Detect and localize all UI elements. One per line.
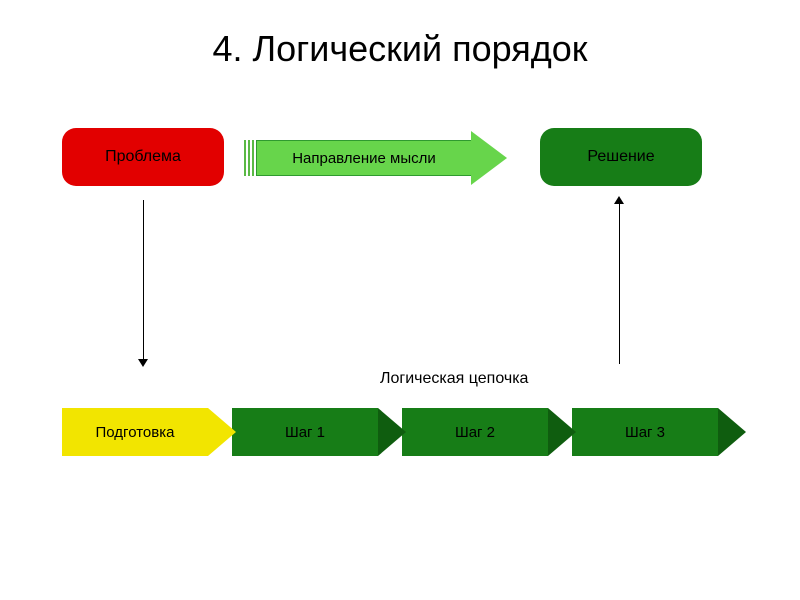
- step-chain: Подготовка Шаг 1 Шаг 2 Шаг 3: [62, 408, 746, 456]
- solution-label: Решение: [587, 148, 654, 166]
- chain-label: Логическая цепочка: [380, 370, 528, 388]
- step-body: Шаг 3: [572, 408, 718, 456]
- direction-arrow-tail: [244, 140, 254, 176]
- direction-arrow: Направление мысли: [244, 131, 508, 185]
- down-arrow: [143, 200, 144, 360]
- chevron-point-icon: [548, 408, 576, 456]
- step-label: Подготовка: [96, 424, 175, 441]
- step-label: Шаг 3: [625, 424, 665, 441]
- diagram-canvas: 4. Логический порядок Проблема Решение Н…: [0, 0, 800, 600]
- step-0: Подготовка: [62, 408, 236, 456]
- up-arrow: [619, 204, 620, 364]
- step-1: Шаг 1: [232, 408, 406, 456]
- slide-title: 4. Логический порядок: [0, 28, 800, 70]
- chevron-point-icon: [378, 408, 406, 456]
- chevron-point-icon: [718, 408, 746, 456]
- problem-label: Проблема: [105, 148, 181, 166]
- step-label: Шаг 2: [455, 424, 495, 441]
- step-2: Шаг 2: [402, 408, 576, 456]
- problem-box: Проблема: [62, 128, 224, 186]
- step-3: Шаг 3: [572, 408, 746, 456]
- direction-arrow-shaft: Направление мысли: [256, 140, 472, 176]
- down-arrow-head-icon: [138, 359, 148, 367]
- solution-box: Решение: [540, 128, 702, 186]
- up-arrow-head-icon: [614, 196, 624, 204]
- direction-arrow-head: [471, 131, 507, 185]
- step-body: Шаг 2: [402, 408, 548, 456]
- step-body: Шаг 1: [232, 408, 378, 456]
- step-label: Шаг 1: [285, 424, 325, 441]
- direction-arrow-label: Направление мысли: [292, 150, 436, 167]
- chevron-point-icon: [208, 408, 236, 456]
- step-body: Подготовка: [62, 408, 208, 456]
